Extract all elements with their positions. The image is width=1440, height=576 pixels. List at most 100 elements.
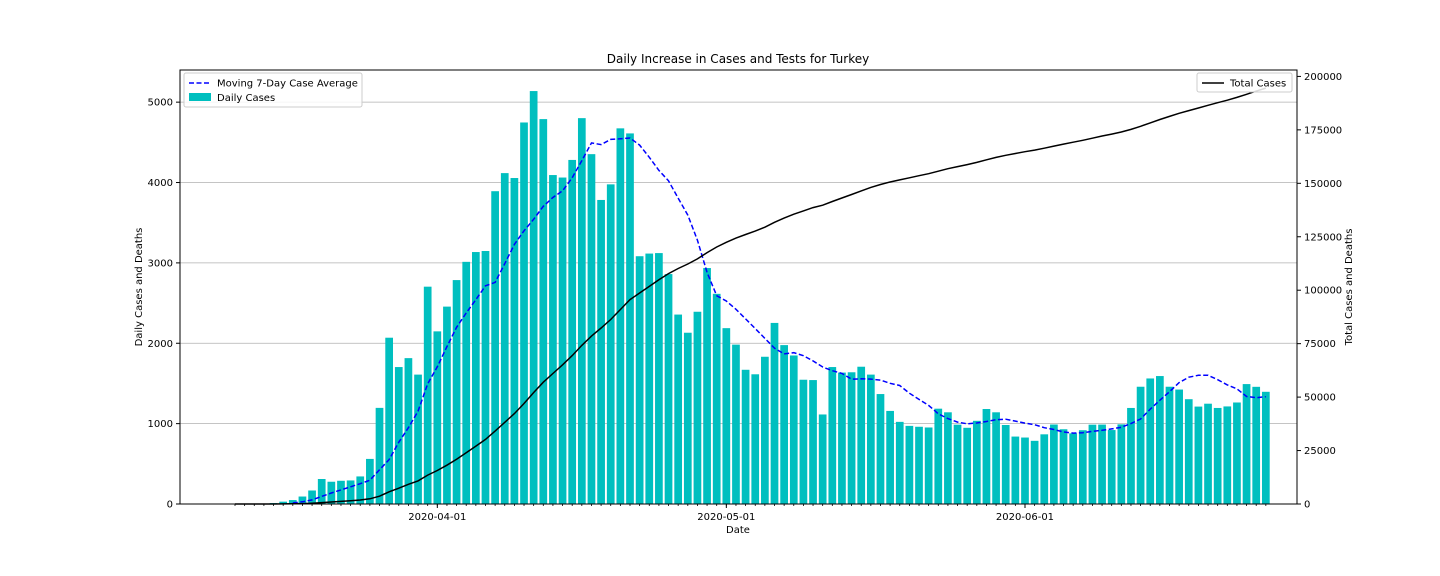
daily-case-bar xyxy=(452,280,461,504)
daily-case-bar xyxy=(462,261,471,504)
daily-case-bar xyxy=(674,314,683,504)
daily-case-bar xyxy=(1213,407,1222,504)
daily-case-bar xyxy=(577,118,586,505)
x-axis-title: Date xyxy=(726,525,750,536)
daily-case-bar xyxy=(404,358,413,504)
daily-case-bar xyxy=(732,344,740,504)
legend-total-label: Total Cases xyxy=(1229,79,1286,90)
daily-case-bar xyxy=(703,268,711,504)
daily-case-bar xyxy=(558,177,567,504)
daily-case-bar xyxy=(924,427,933,504)
y-tick-label: 2000 xyxy=(148,339,173,350)
daily-case-bar xyxy=(1011,436,1020,504)
y-tick-label: 5000 xyxy=(148,98,173,109)
legend-left: Moving 7-Day Case Average Daily Cases xyxy=(183,72,363,108)
daily-case-bar xyxy=(356,476,365,504)
daily-case-bar xyxy=(1078,430,1087,504)
daily-case-bar xyxy=(1223,406,1232,504)
daily-case-bar xyxy=(616,128,625,505)
daily-case-bar xyxy=(308,490,316,504)
daily-case-bar xyxy=(722,328,731,504)
daily-case-bar xyxy=(1117,424,1126,504)
legend-bars-swatch xyxy=(189,93,211,101)
daily-case-bar xyxy=(298,496,307,504)
daily-case-bar xyxy=(712,293,721,504)
daily-case-bar xyxy=(587,154,596,505)
y-tick-label: 0 xyxy=(167,500,173,511)
daily-case-bar xyxy=(992,412,1000,504)
daily-case-bar xyxy=(857,366,866,504)
daily-case-bar xyxy=(972,420,981,504)
daily-case-bar xyxy=(337,480,345,504)
daily-case-bar xyxy=(491,191,499,504)
daily-case-bar xyxy=(1184,399,1193,504)
y2-tick-label: 200000 xyxy=(1304,72,1342,83)
daily-case-bar xyxy=(1233,402,1241,504)
daily-case-bar xyxy=(423,286,432,504)
daily-case-bar xyxy=(693,311,702,504)
daily-case-bar xyxy=(346,480,355,504)
bars xyxy=(231,91,1270,505)
daily-case-bar xyxy=(963,427,972,504)
daily-case-bar xyxy=(529,91,538,504)
daily-case-bar xyxy=(626,133,634,504)
daily-case-bar xyxy=(838,372,846,504)
y-axis-right: 0 25000 50000 75000 100000 125000 150000 175000… xyxy=(1297,72,1342,511)
daily-case-bar xyxy=(741,369,750,504)
daily-case-bar xyxy=(549,175,557,504)
y-tick-label: 1000 xyxy=(148,419,173,430)
daily-case-bar xyxy=(288,500,297,504)
daily-case-bar xyxy=(780,345,788,504)
y2-tick-label: 150000 xyxy=(1304,179,1342,190)
y2-tick-label: 75000 xyxy=(1304,339,1336,350)
daily-case-bar xyxy=(1204,403,1212,504)
daily-case-bar xyxy=(385,337,393,504)
daily-case-bar xyxy=(433,331,442,504)
legend-right-frame xyxy=(1196,72,1293,93)
legend-average-label: Moving 7-Day Case Average xyxy=(217,79,358,90)
daily-case-bar xyxy=(443,306,451,504)
x-axis: 2020-04-01 2020-05-01 2020-06-01 xyxy=(234,504,1267,523)
daily-case-bar xyxy=(1242,384,1251,504)
daily-case-bar xyxy=(789,355,798,504)
y2-tick-label: 100000 xyxy=(1304,286,1342,297)
daily-case-bar xyxy=(1146,378,1155,504)
daily-case-bar xyxy=(828,367,837,504)
daily-case-bar xyxy=(279,501,288,504)
daily-case-bar xyxy=(500,173,509,505)
y2-tick-label: 25000 xyxy=(1304,446,1336,457)
daily-case-bar xyxy=(915,426,923,504)
daily-case-bar xyxy=(1107,430,1116,504)
daily-case-bar xyxy=(866,374,875,504)
daily-case-bar xyxy=(645,253,654,504)
daily-case-bar xyxy=(1021,437,1029,504)
x-tick-label: 2020-06-01 xyxy=(996,512,1054,523)
y-tick-label: 4000 xyxy=(148,178,173,189)
x-tick-label: 2020-05-01 xyxy=(697,512,755,523)
daily-case-bar xyxy=(1069,433,1078,504)
y-axis-left: 0 1000 2000 3000 4000 5000 xyxy=(148,98,180,511)
daily-case-bar xyxy=(847,372,856,504)
chart-title: Daily Increase in Cases and Tests for Tu… xyxy=(607,52,869,66)
daily-case-bar xyxy=(751,374,760,504)
daily-case-bar xyxy=(366,458,374,504)
daily-case-bar xyxy=(606,184,615,504)
daily-case-bar xyxy=(635,256,644,504)
daily-case-bar xyxy=(394,367,403,504)
daily-case-bar xyxy=(1001,424,1010,504)
daily-case-bar xyxy=(1165,386,1174,504)
daily-case-bar xyxy=(1261,391,1270,504)
y2-tick-label: 125000 xyxy=(1304,232,1342,243)
plot-frame xyxy=(179,69,1298,505)
y-axis-right-title: Total Cases and Deaths xyxy=(1344,229,1355,347)
daily-case-bar xyxy=(944,412,952,504)
legend-bars-label: Daily Cases xyxy=(217,93,275,104)
daily-case-bar xyxy=(317,479,326,504)
daily-case-bar xyxy=(1040,434,1049,504)
daily-case-bar xyxy=(683,332,692,504)
daily-case-bar xyxy=(1194,406,1203,504)
daily-case-bar xyxy=(481,250,490,504)
daily-case-bar xyxy=(1030,440,1039,504)
y-tick-label: 3000 xyxy=(148,258,173,269)
